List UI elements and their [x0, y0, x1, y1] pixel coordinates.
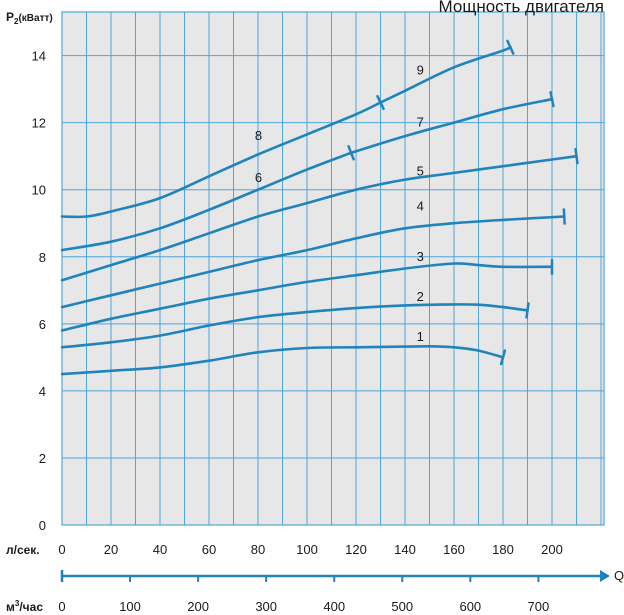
- plot-background: [62, 12, 604, 525]
- y-tick-label: 4: [39, 384, 46, 399]
- x-tick-label-ls: 0: [58, 542, 65, 557]
- x-tick-label-ls: 40: [153, 542, 167, 557]
- curve-end-mark-1: [499, 349, 507, 366]
- x-tick-label-m3: 600: [459, 599, 481, 614]
- series-label-1: 1: [417, 329, 424, 344]
- x-axis-label-m3-unit: м: [6, 600, 15, 614]
- x-axis-label-m3-sup: 3: [15, 599, 20, 608]
- q-axis-label: Q: [614, 568, 624, 583]
- series-label-3: 3: [417, 249, 424, 264]
- x-tick-label-ls: 160: [443, 542, 465, 557]
- x-tick-label-ls: 100: [296, 542, 318, 557]
- y-tick-label: 12: [32, 116, 46, 131]
- curve-end-mark-5: [574, 147, 579, 165]
- curve-3: [60, 262, 554, 332]
- x-axis-label-m3: м3/час: [6, 599, 43, 614]
- x-tick-label-m3: 700: [528, 599, 550, 614]
- curve-9: [379, 45, 512, 104]
- series-label-9: 9: [417, 63, 424, 78]
- grid: [61, 11, 605, 526]
- x-tick-label-m3: 100: [119, 599, 141, 614]
- plot-frame: [61, 11, 605, 526]
- x-tick-label-ls: 200: [541, 542, 563, 557]
- x-tick-label-ls: 120: [345, 542, 367, 557]
- curve-8: [60, 101, 382, 219]
- curve-end-mark-9: [506, 39, 515, 55]
- x-tick-label-ls: 60: [202, 542, 216, 557]
- x-tick-label-ls: 20: [104, 542, 118, 557]
- m3-axis-arrow: [600, 570, 610, 582]
- y-tick-label: 0: [39, 518, 46, 533]
- x-tick-label-m3: 200: [187, 599, 209, 614]
- x-axis-label-m3-rate: /час: [19, 600, 43, 614]
- curves: 1 2 3 4 5 6 7 8 9: [60, 39, 579, 376]
- x-tick-label-m3: 400: [323, 599, 345, 614]
- series-label-6: 6: [255, 170, 262, 185]
- chart-title: Мощность двигателя: [439, 0, 604, 16]
- x-tick-label-m3: 500: [391, 599, 413, 614]
- y-axis-label: P2(кВатт): [6, 10, 53, 26]
- curve-4: [60, 215, 566, 309]
- x-tick-label-ls: 180: [492, 542, 514, 557]
- x-tick-label-ls: 140: [394, 542, 416, 557]
- series-label-4: 4: [417, 198, 424, 213]
- plot-area: [62, 12, 604, 525]
- y-axis-label-sub: 2: [14, 17, 19, 26]
- y-axis-label-main: P: [6, 10, 14, 24]
- y-tick-label: 14: [32, 49, 46, 64]
- x-tick-label-m3: 0: [58, 599, 65, 614]
- series-label-7: 7: [417, 115, 424, 130]
- curve-end-mark-7: [549, 91, 555, 108]
- curve-7: [349, 97, 554, 155]
- curve-5: [60, 154, 578, 282]
- y-tick-label: 10: [32, 183, 46, 198]
- curve-1: [60, 344, 505, 376]
- series-label-2: 2: [417, 289, 424, 304]
- y-tick-label: 8: [39, 250, 46, 265]
- x-axis-label-ls: л/сек.: [6, 543, 40, 557]
- y-axis-label-unit: (кВатт): [18, 13, 52, 24]
- y-tick-label: 6: [39, 317, 46, 332]
- curve-end-mark-2: [525, 302, 530, 319]
- m3-axis: 0 100 200 300 400 500 600 700: [58, 570, 610, 614]
- curve-break-mark: [347, 145, 355, 161]
- curve-end-mark-4: [562, 208, 566, 225]
- series-label-5: 5: [417, 163, 424, 178]
- curve-break-mark: [376, 94, 385, 111]
- series-label-8: 8: [255, 128, 262, 143]
- y-tick-label: 2: [39, 451, 46, 466]
- curve-2: [60, 303, 529, 349]
- curve-6: [60, 151, 353, 252]
- x-tick-label-ls: 80: [251, 542, 265, 557]
- x-tick-label-m3: 300: [255, 599, 277, 614]
